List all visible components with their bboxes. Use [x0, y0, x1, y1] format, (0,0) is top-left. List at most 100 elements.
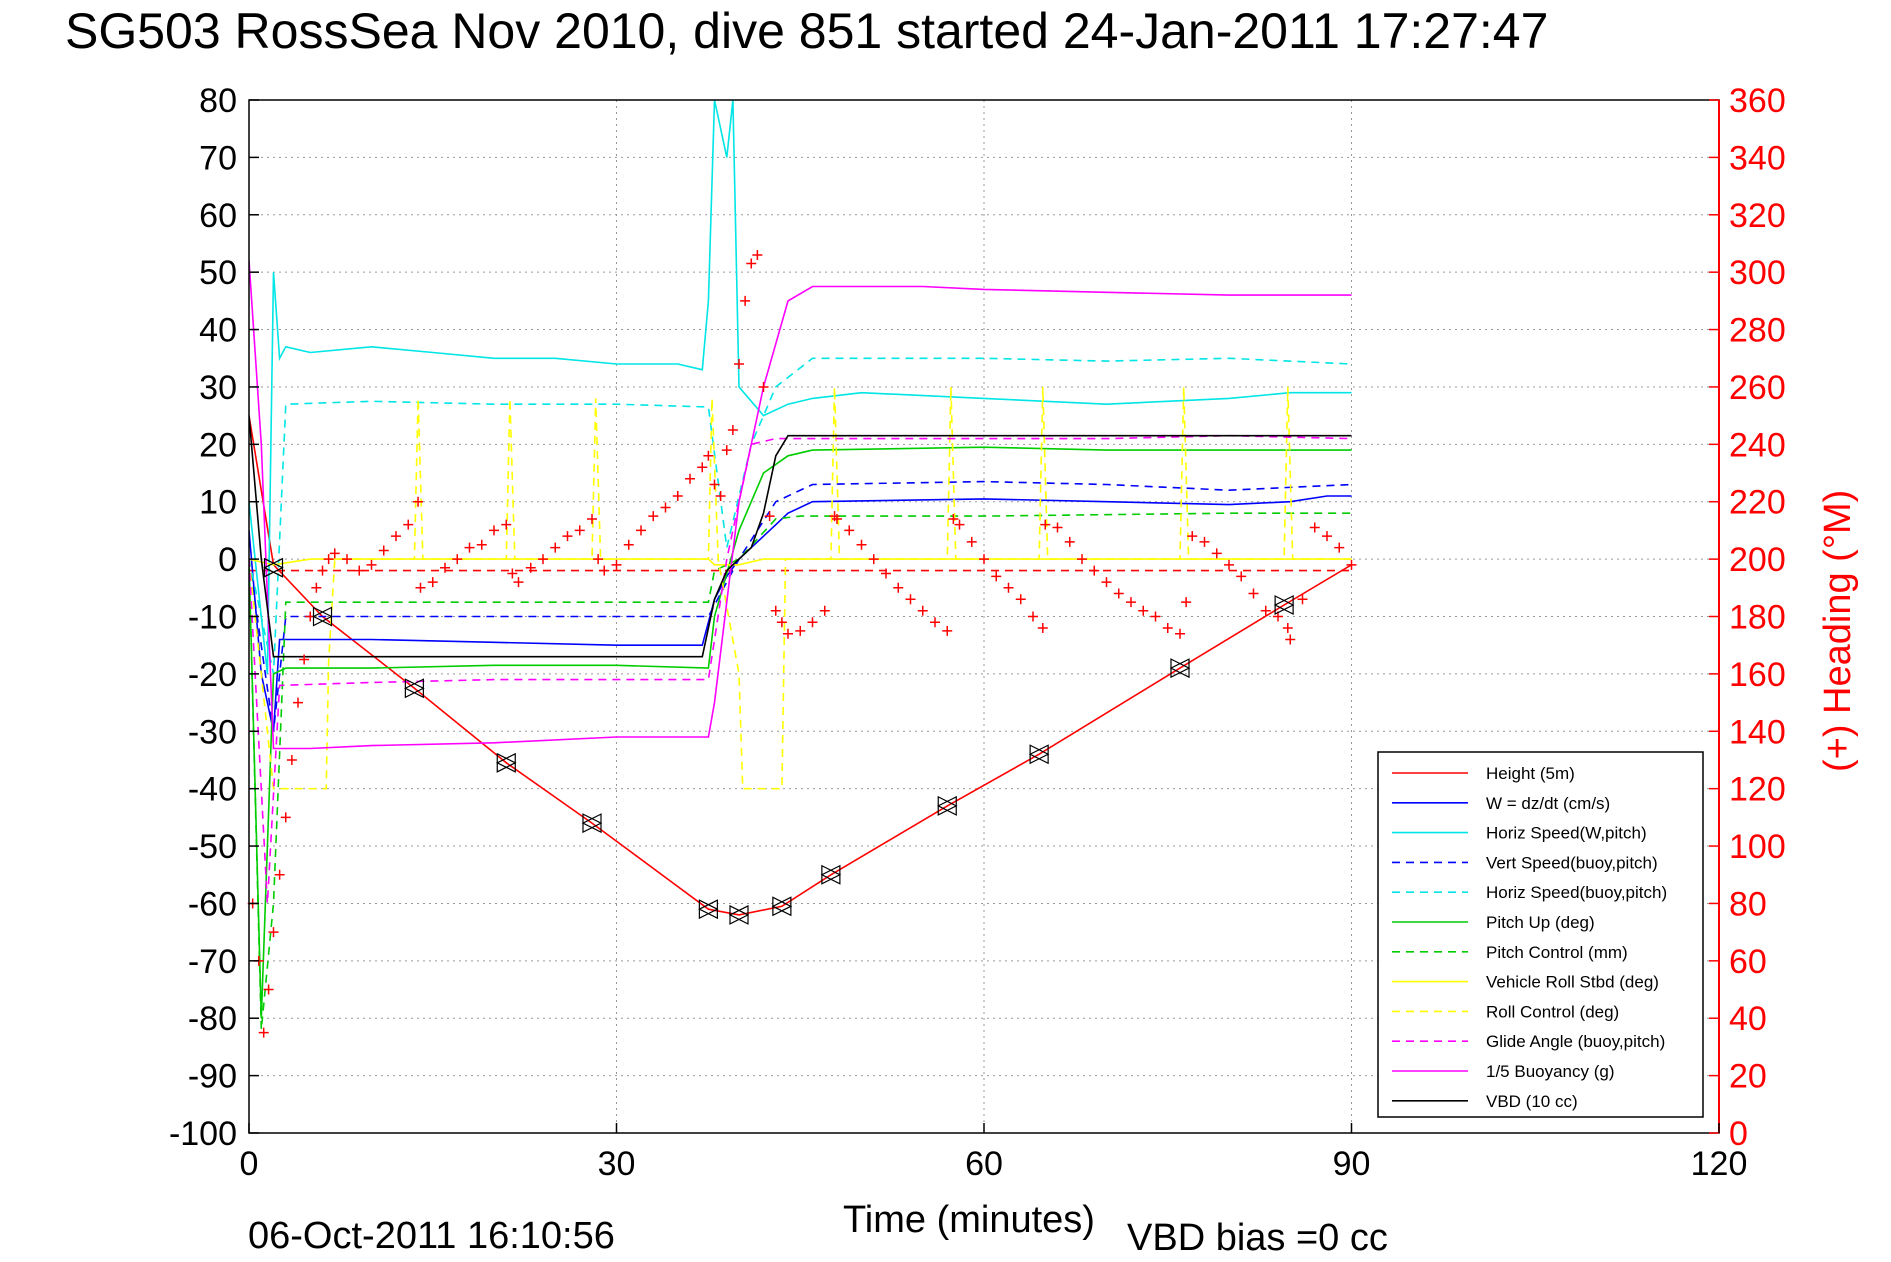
heading-marker [501, 519, 512, 530]
height-triangle-marker [1273, 595, 1295, 615]
y-tick-label: -10 [188, 599, 237, 637]
heading-marker [1285, 634, 1296, 645]
series-line [249, 558, 1352, 566]
right-axis: 3603403203002802602402202001801601401201… [1709, 82, 1786, 1153]
heading-marker [721, 445, 732, 456]
heading-marker [452, 554, 463, 565]
heading-marker [623, 539, 634, 550]
heading-marker [1248, 588, 1259, 599]
y-tick-label: -100 [169, 1115, 237, 1153]
heading-marker [832, 513, 842, 524]
y-right-tick-label: 200 [1729, 541, 1786, 579]
heading-marker [427, 577, 438, 588]
y-right-tick-label: 140 [1729, 713, 1786, 751]
heading-marker [1199, 536, 1210, 547]
y-right-tick-label: 100 [1729, 828, 1786, 866]
heading-marker [746, 258, 757, 269]
heading-marker [489, 525, 499, 536]
x-axis-label: Time (minutes) [843, 1199, 1095, 1241]
heading-marker [286, 754, 297, 765]
series-line [249, 386, 1352, 790]
x-tick-label: 120 [1691, 1145, 1748, 1183]
heading-marker [611, 559, 622, 570]
legend-label: VBD (10 cc) [1486, 1092, 1578, 1111]
y-right-tick-label: 180 [1729, 599, 1786, 637]
height-triangle-marker [1169, 658, 1191, 679]
heading-marker [1040, 519, 1051, 530]
heading-marker [1309, 522, 1320, 533]
y-right-tick-label: 280 [1729, 312, 1786, 350]
y-right-tick-label: 360 [1729, 82, 1786, 120]
heading-marker [697, 462, 708, 473]
y-right-tick-label: 340 [1729, 139, 1786, 177]
x-tick-label: 30 [598, 1145, 636, 1183]
x-tick-label: 60 [965, 1145, 1003, 1183]
heading-marker [440, 562, 450, 573]
footer-vbd-bias: VBD bias =0 cc [1127, 1217, 1388, 1259]
height-triangle-marker [771, 896, 793, 917]
heading-marker [354, 565, 365, 576]
heading-marker [844, 525, 855, 536]
legend-label: Pitch Control (mm) [1486, 943, 1628, 962]
y-right-tick-label: 240 [1729, 426, 1786, 464]
heading-marker [1181, 597, 1192, 608]
heading-marker [1077, 554, 1087, 565]
y-right-tick-label: 120 [1729, 771, 1786, 809]
heading-marker [403, 519, 414, 530]
height-triangle-marker [312, 606, 333, 627]
series-line [249, 512, 1352, 1030]
y-right-tick-label: 160 [1729, 656, 1786, 694]
x-axis: 0 30 60 90 120 [240, 1123, 1748, 1183]
heading-marker [1150, 611, 1161, 622]
heading-marker [1224, 559, 1234, 570]
series-lines [249, 100, 1352, 1030]
heading-marker [1089, 565, 1100, 576]
heading-marker [1003, 582, 1014, 593]
markers [247, 249, 1357, 1038]
y-right-tick-label: 0 [1729, 1115, 1748, 1153]
y-right-tick-label: 220 [1729, 484, 1786, 522]
heading-marker [807, 617, 818, 628]
heading-marker [1334, 542, 1345, 553]
footer-date: 06-Oct-2011 16:10:56 [248, 1215, 615, 1257]
heading-marker [1211, 548, 1222, 559]
heading-marker [413, 496, 424, 507]
heading-marker [550, 542, 561, 553]
heading-marker [1260, 605, 1271, 616]
height-triangle-marker [263, 557, 284, 578]
height-triangle-marker [698, 899, 719, 920]
heading-marker [917, 605, 928, 616]
heading-marker [366, 559, 377, 570]
heading-marker [868, 554, 879, 565]
heading-marker [672, 490, 683, 501]
y-tick-label: -90 [188, 1058, 237, 1096]
chart-title: SG503 RossSea Nov 2010, dive 851 started… [65, 3, 1548, 59]
heading-marker [525, 562, 536, 573]
heading-marker [1064, 536, 1075, 547]
heading-marker [1113, 588, 1124, 599]
heading-marker [648, 511, 659, 522]
heading-marker [856, 539, 867, 550]
heading-marker [1236, 571, 1247, 582]
series-line [249, 434, 1352, 904]
series-line [249, 415, 1352, 658]
heading-marker [1037, 622, 1048, 633]
heading-marker [660, 502, 671, 513]
height-triangle-marker [1028, 744, 1050, 765]
heading-marker [280, 812, 291, 823]
heading-marker [317, 565, 328, 576]
series-line [249, 415, 1352, 916]
y-right-tick-label: 20 [1729, 1058, 1767, 1096]
heading-marker [323, 554, 334, 565]
x-tick-label: 90 [1333, 1145, 1371, 1183]
series-line [249, 446, 1352, 1019]
heading-marker [758, 381, 769, 392]
legend-label: Vehicle Roll Stbd (deg) [1486, 973, 1659, 992]
heading-marker [299, 654, 310, 665]
heading-marker [476, 539, 487, 550]
heading-marker [293, 697, 303, 708]
heading-marker [378, 545, 389, 556]
heading-marker [1162, 622, 1173, 633]
y-tick-label: -20 [188, 656, 237, 694]
